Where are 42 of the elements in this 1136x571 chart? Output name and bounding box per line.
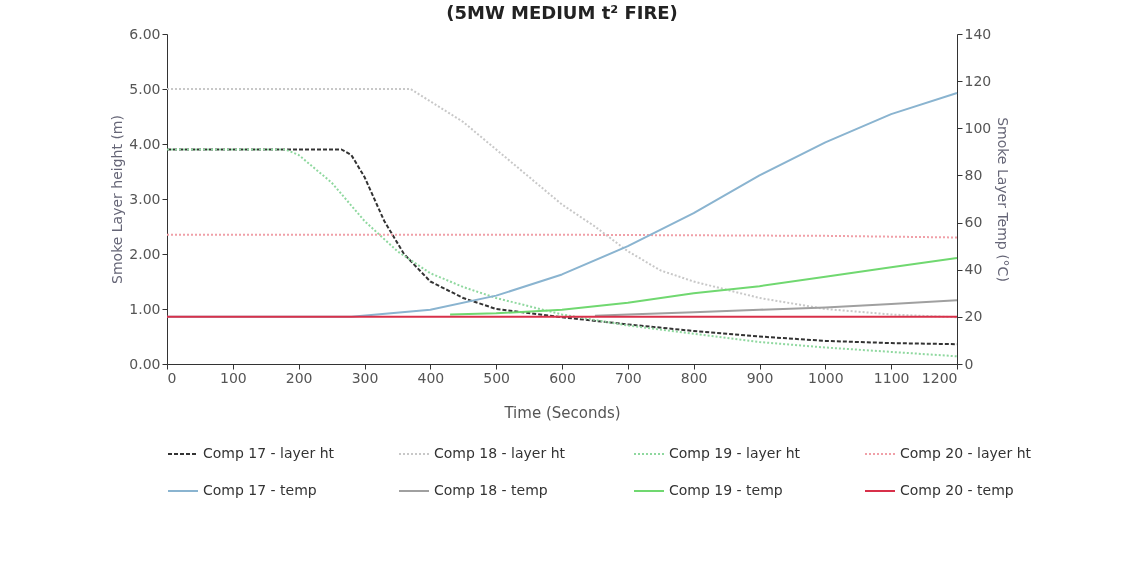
legend-label: Comp 19 - temp [669,482,783,498]
y2-axis-title: Smoke Layer Temp (°C) [995,117,1012,282]
y-axis-title: Smoke Layer height (m) [109,115,126,284]
y-tick-label: 5.00 [129,80,161,97]
y2-tick-label: 0 [964,355,974,372]
y2-tick-label: 100 [964,119,992,136]
legend-label: Comp 20 - temp [900,482,1014,498]
y-tick-label: 1.00 [129,300,161,317]
y2-tick-label: 40 [964,261,983,278]
legend-label: Comp 20 - layer ht [900,445,1032,461]
x-tick-label: 1100 [873,369,910,386]
y-tick-label: 2.00 [129,245,161,262]
legend-label: Comp 18 - layer ht [434,445,566,461]
legend-label: Comp 18 - temp [434,482,548,498]
y2-tick-label: 20 [964,308,983,325]
chart-title: (5MW MEDIUM t² FIRE) [446,2,678,23]
y2-tick-label: 60 [964,214,983,231]
x-tick-label: 900 [746,369,774,386]
y-tick-label: 6.00 [129,25,161,42]
x-tick-label: 200 [285,369,313,386]
x-tick-label: 800 [680,369,708,386]
x-tick-label: 500 [483,369,511,386]
x-axis-title: Time (Seconds) [503,403,621,422]
x-tick-label: 1200 [921,369,958,386]
y2-tick-label: 140 [964,25,992,42]
legend-label: Comp 19 - layer ht [669,445,801,461]
y-tick-label: 0.00 [129,355,161,372]
x-tick-label: 300 [351,369,379,386]
x-tick-label: 100 [219,369,247,386]
x-tick-label: 1000 [808,369,844,386]
y-tick-label: 4.00 [129,135,161,152]
line-series [593,299,958,317]
legend-label: Comp 17 - layer ht [203,445,335,461]
y2-tick-label: 120 [964,72,992,89]
x-tick-label: 0 [167,369,177,386]
y2-tick-label: 80 [964,166,983,183]
x-tick-label: 400 [417,369,445,386]
line-series [449,256,958,316]
legend-label: Comp 17 - temp [203,482,317,498]
x-tick-label: 600 [549,369,576,386]
x-tick-label: 700 [614,369,642,386]
y-tick-label: 3.00 [129,190,161,207]
